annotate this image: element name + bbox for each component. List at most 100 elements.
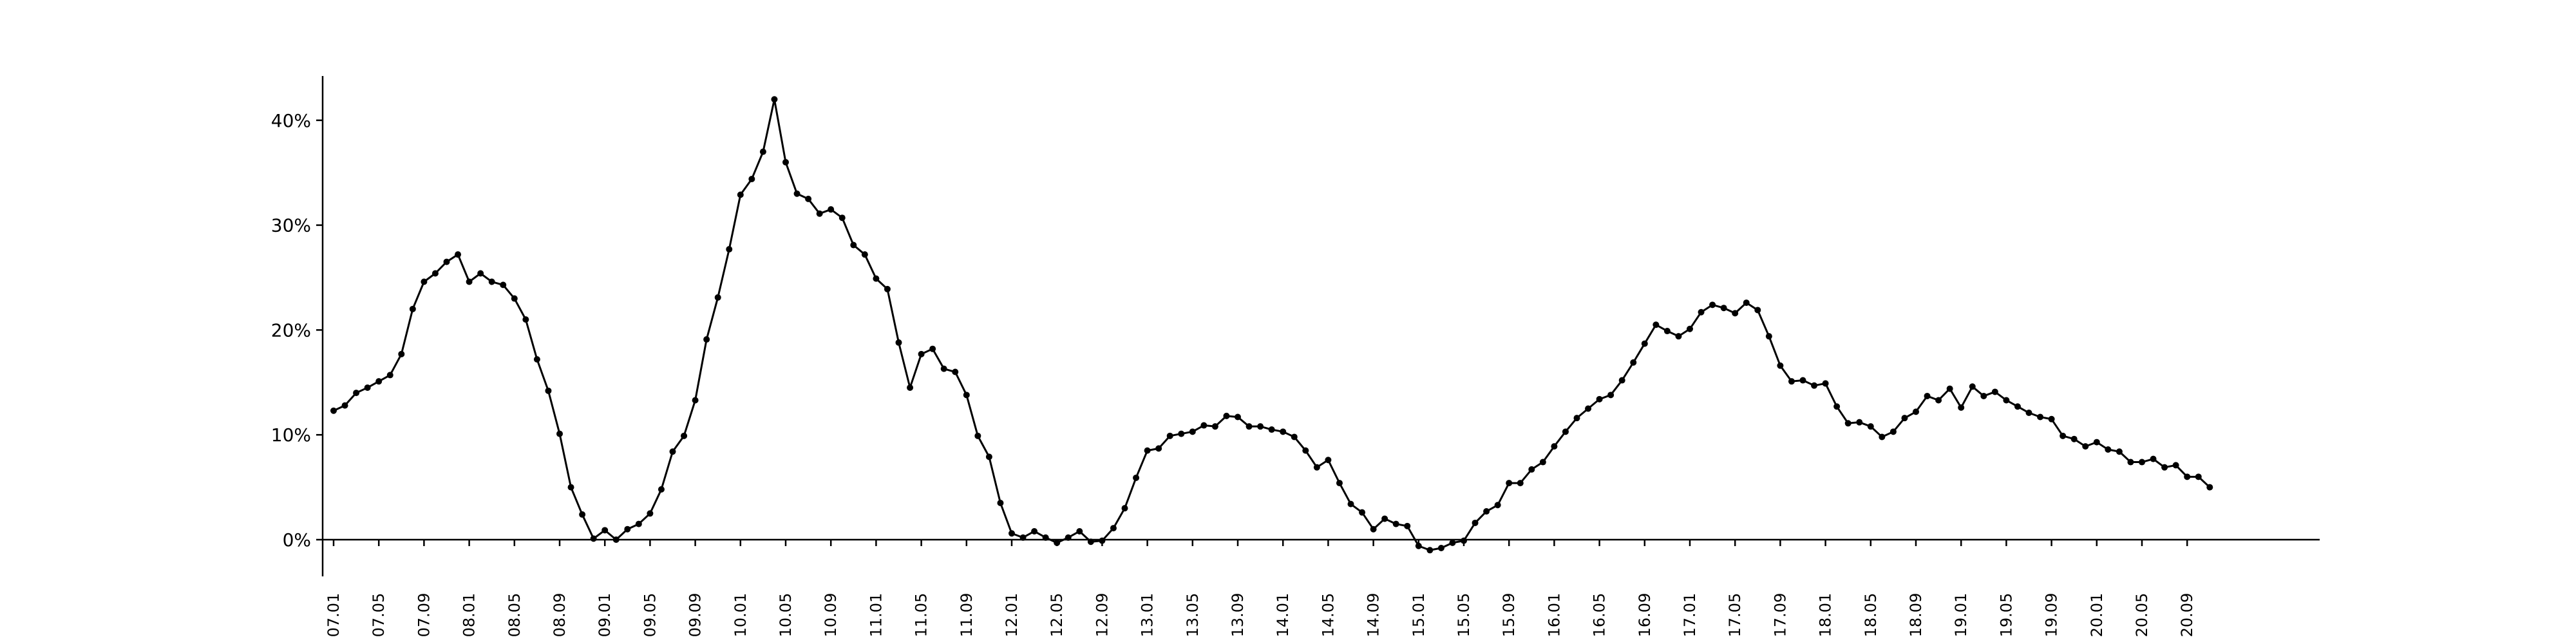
data-point <box>567 484 574 491</box>
data-point <box>1166 432 1173 439</box>
x-tick-label: 11.01 <box>867 593 885 638</box>
y-tick-label: 30% <box>271 215 311 236</box>
data-point <box>1924 392 1931 399</box>
data-point <box>364 384 371 391</box>
data-point <box>500 281 507 289</box>
data-point <box>1506 480 1513 487</box>
data-point <box>1641 340 1648 347</box>
data-point <box>1822 380 1829 387</box>
data-point <box>782 158 789 166</box>
data-point <box>1087 538 1094 545</box>
x-tick-label: 07.05 <box>370 593 388 638</box>
x-tick-label: 14.09 <box>1365 593 1383 638</box>
data-point <box>1856 419 1863 426</box>
data-point <box>907 384 914 391</box>
data-point <box>1200 422 1208 429</box>
x-tick-label: 16.09 <box>1636 593 1654 638</box>
data-point <box>1076 527 1083 535</box>
data-point <box>647 510 654 517</box>
data-point <box>2161 464 2168 471</box>
data-point <box>1257 423 1264 430</box>
data-point <box>940 365 947 372</box>
data-point <box>1663 328 1671 335</box>
x-tick-label: 12.05 <box>1048 593 1066 638</box>
data-point <box>816 210 823 217</box>
axes <box>321 76 2320 576</box>
data-point <box>1573 415 1580 422</box>
data-point <box>1415 542 1422 549</box>
x-tick-label: 09.05 <box>641 593 659 638</box>
x-tick-label: 12.01 <box>1003 593 1021 638</box>
x-tick-label: 11.09 <box>958 593 976 638</box>
data-point <box>974 432 981 439</box>
data-point <box>1042 534 1049 541</box>
data-point <box>793 190 800 197</box>
x-tick-label: 08.09 <box>551 593 569 638</box>
data-point <box>2048 415 2055 422</box>
x-tick-label: 10.05 <box>777 593 795 638</box>
data-point <box>545 387 552 394</box>
data-point <box>1291 433 1298 440</box>
data-point <box>466 278 473 285</box>
data-point <box>1743 299 1750 307</box>
data-point <box>681 432 688 439</box>
data-point <box>1653 321 1660 328</box>
data-point <box>1426 547 1434 554</box>
data-point <box>1630 359 1637 366</box>
x-tick-label: 16.01 <box>1545 593 1563 638</box>
data-point <box>771 96 778 103</box>
y-tick-label: 10% <box>271 424 311 446</box>
data-point <box>1788 378 1795 385</box>
data-point <box>692 397 699 404</box>
data-point <box>1472 519 1479 526</box>
data-point <box>1336 480 1343 487</box>
data-point <box>1381 515 1388 522</box>
data-point <box>2127 459 2134 466</box>
data-point <box>1958 404 1965 411</box>
x-tick-label: 18.01 <box>1817 593 1835 638</box>
data-point <box>1302 447 1309 454</box>
x-tick-label: 09.09 <box>687 593 705 638</box>
data-point <box>873 275 880 282</box>
data-point <box>828 206 835 213</box>
data-point <box>1596 395 1603 402</box>
data-point <box>1879 433 1886 440</box>
data-point <box>1009 530 1015 537</box>
data-point <box>1437 545 1444 552</box>
data-point <box>805 195 812 202</box>
data-point <box>2150 455 2157 462</box>
data-point <box>511 295 518 302</box>
data-point <box>884 285 891 292</box>
data-point <box>952 368 959 375</box>
data-point <box>737 191 744 198</box>
data-point <box>477 270 484 277</box>
x-tick-label: 18.05 <box>1862 593 1880 638</box>
data-point <box>1031 527 1038 535</box>
x-tick-label: 20.09 <box>2178 593 2196 638</box>
data-point <box>1585 405 1592 412</box>
data-point <box>1528 466 1535 473</box>
x-tick-label: 14.05 <box>1319 593 1337 638</box>
data-point <box>1110 525 1117 532</box>
x-tick-label: 10.09 <box>822 593 840 638</box>
data-point <box>2070 435 2078 442</box>
data-point <box>1969 383 1976 390</box>
data-point <box>703 336 710 343</box>
x-tick-label: 09.01 <box>596 593 614 638</box>
data-point <box>861 251 868 258</box>
data-point <box>1235 413 1241 421</box>
data-point <box>1211 423 1218 430</box>
x-tick-label: 15.01 <box>1410 593 1428 638</box>
data-point <box>2116 448 2123 455</box>
data-point <box>375 378 383 385</box>
series-line <box>333 98 2211 551</box>
data-point <box>2025 410 2032 417</box>
data-point <box>409 305 416 312</box>
data-point <box>421 278 428 285</box>
data-point <box>330 407 337 414</box>
y-tick-label: 20% <box>271 319 311 341</box>
x-tick-label: 12.09 <box>1093 593 1111 638</box>
x-tick-label: 14.01 <box>1274 593 1292 638</box>
x-tick-label: 20.01 <box>2088 593 2106 638</box>
